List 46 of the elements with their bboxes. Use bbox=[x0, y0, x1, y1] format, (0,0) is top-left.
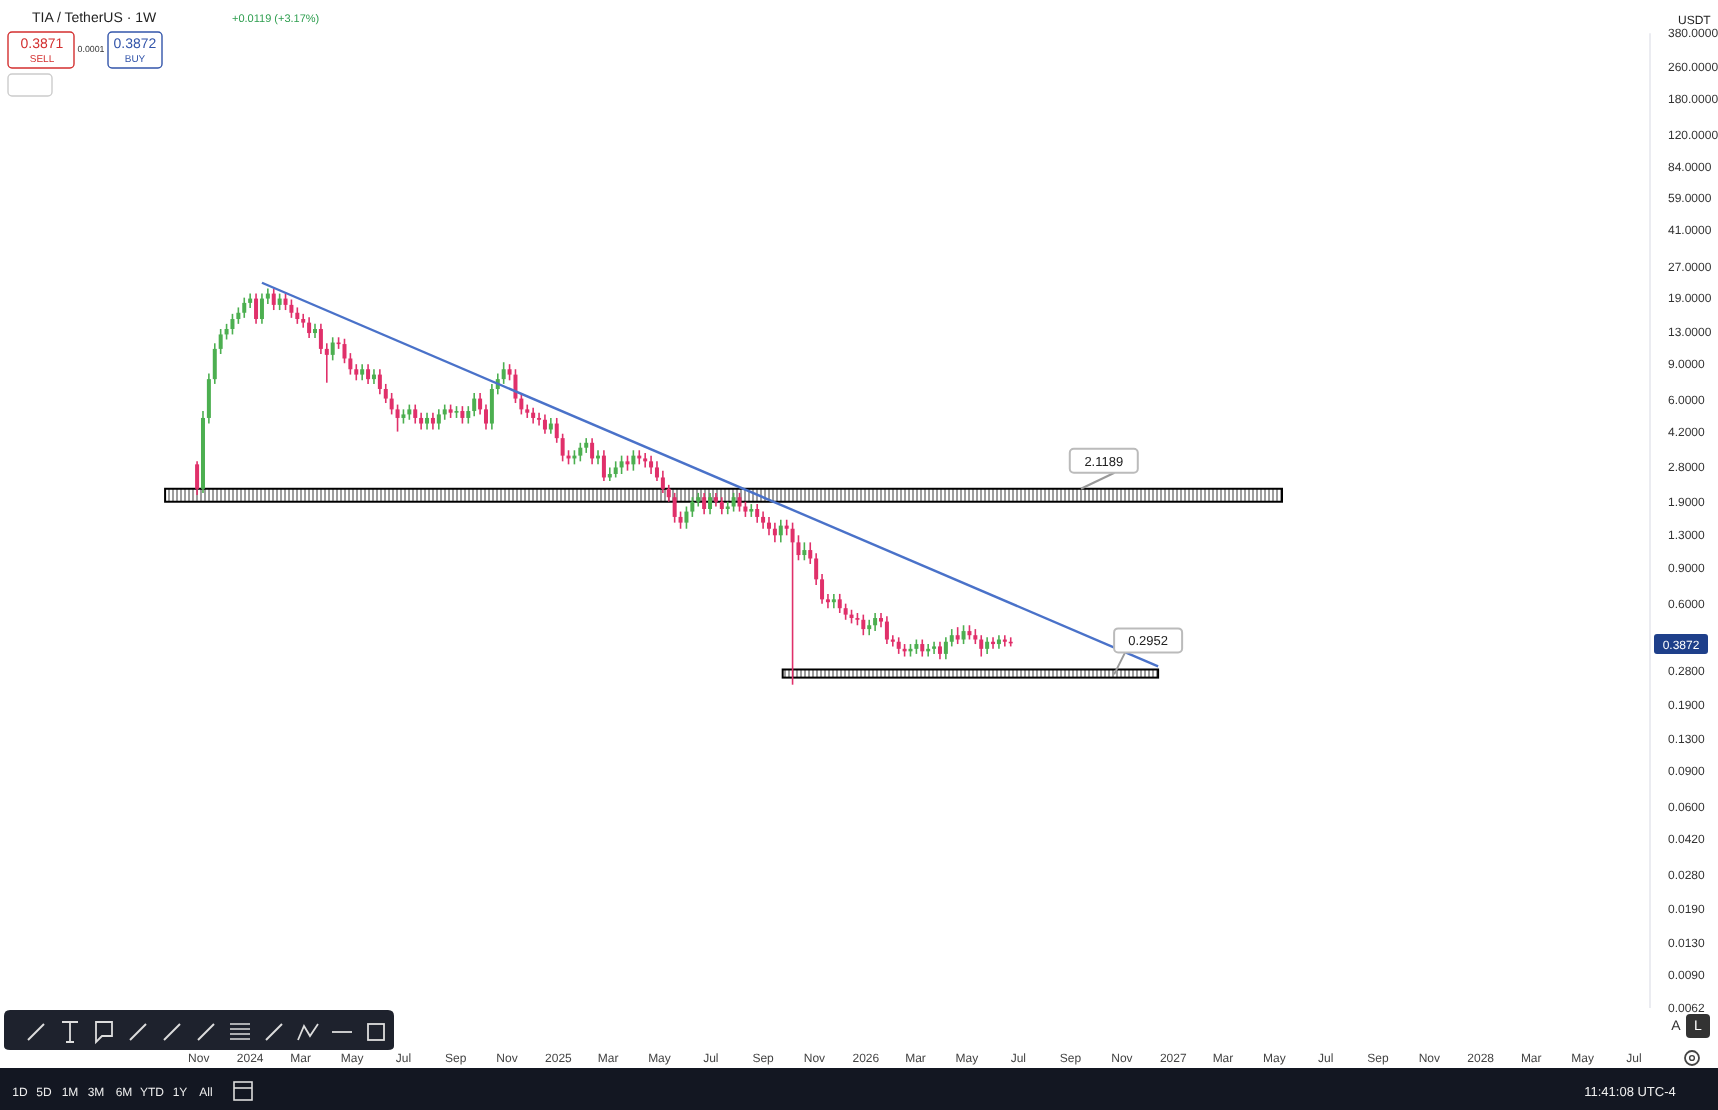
candlestick bbox=[873, 612, 878, 632]
candlestick bbox=[979, 634, 984, 658]
candlestick bbox=[737, 492, 742, 513]
candlestick bbox=[861, 613, 866, 636]
candlestick bbox=[230, 313, 235, 336]
candlestick bbox=[542, 413, 547, 435]
candlestick bbox=[943, 636, 948, 661]
candlestick bbox=[289, 298, 294, 319]
candlestick bbox=[259, 292, 264, 325]
candlestick bbox=[436, 408, 441, 431]
candlestick bbox=[778, 518, 783, 544]
candlestick bbox=[330, 336, 335, 362]
candlestick bbox=[884, 615, 889, 645]
candlestick bbox=[590, 437, 595, 466]
candlestick bbox=[708, 492, 713, 516]
candlestick bbox=[395, 403, 400, 433]
candlestick bbox=[755, 503, 760, 524]
candlestick bbox=[578, 441, 583, 463]
candlestick bbox=[831, 593, 836, 609]
candlestick bbox=[837, 593, 842, 614]
candlestick bbox=[537, 411, 542, 427]
candlestick bbox=[619, 454, 624, 475]
candlestick bbox=[254, 292, 259, 325]
candlestick bbox=[342, 337, 347, 365]
candlestick bbox=[271, 287, 276, 311]
candlestick bbox=[377, 368, 382, 396]
candlestick bbox=[195, 460, 200, 496]
candlestick bbox=[772, 521, 777, 544]
candlestick bbox=[961, 624, 966, 645]
candlestick bbox=[242, 296, 247, 319]
candlestick bbox=[643, 452, 648, 469]
candlestick bbox=[472, 392, 477, 417]
candlestick bbox=[672, 492, 677, 524]
candlestick bbox=[766, 516, 771, 537]
candlestick bbox=[413, 403, 418, 425]
candlestick bbox=[684, 505, 689, 530]
candlestick bbox=[790, 521, 795, 686]
candlestick bbox=[649, 454, 654, 475]
candlestick bbox=[731, 492, 736, 513]
candlestick bbox=[702, 492, 707, 516]
candlestick bbox=[660, 469, 665, 494]
candlestick bbox=[366, 363, 371, 385]
candlestick bbox=[631, 449, 636, 472]
candlestick bbox=[307, 316, 312, 339]
candlestick bbox=[601, 449, 606, 482]
candlestick bbox=[932, 640, 937, 655]
